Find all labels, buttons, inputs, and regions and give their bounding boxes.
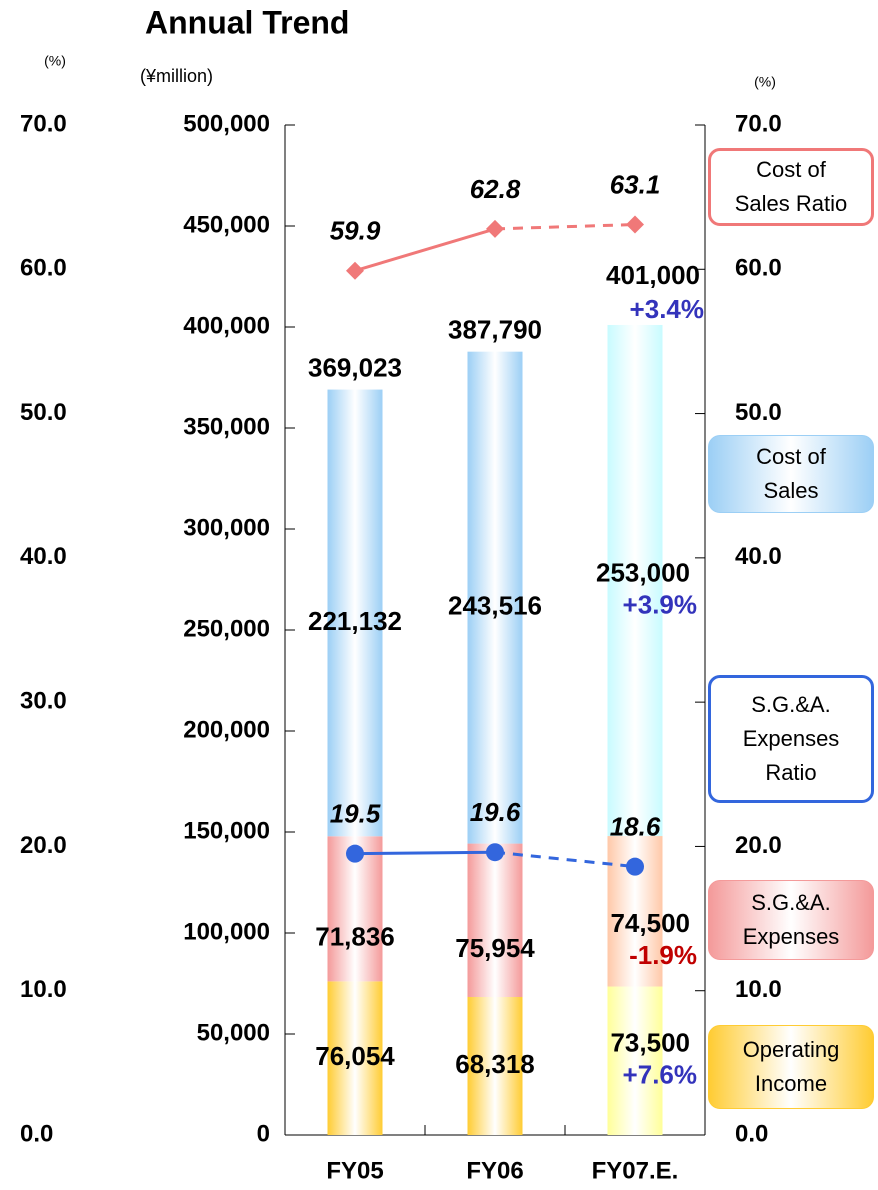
x-tick-label: FY05 xyxy=(326,1157,383,1184)
y-tick-label: 300,000 xyxy=(183,514,270,541)
line-marker xyxy=(486,219,504,238)
ratio-label: 62.8 xyxy=(470,174,521,204)
line-marker xyxy=(486,843,504,862)
y-tick-label: 200,000 xyxy=(183,716,270,743)
y2-tick-label: 40.0 xyxy=(735,543,782,570)
bar-segment xyxy=(607,324,663,837)
y-tick-label: 400,000 xyxy=(183,312,270,339)
legend-entry: S.G.&A. Expenses xyxy=(708,880,874,960)
value-label: 75,954 xyxy=(455,933,535,963)
bar-segment xyxy=(327,981,383,1135)
y-tick-label: 450,000 xyxy=(183,211,270,238)
y-tick-label: 100,000 xyxy=(183,918,270,945)
left-percent-tick-label: 0.0 xyxy=(20,1120,53,1147)
left-percent-tick-label: 60.0 xyxy=(20,255,67,282)
legend-entry: Cost of Sales Ratio xyxy=(708,148,874,226)
left-percent-tick-label: 10.0 xyxy=(20,976,67,1003)
ratio-label: 59.9 xyxy=(330,216,381,246)
value-label: 76,054 xyxy=(315,1041,395,1071)
line-marker xyxy=(346,261,364,280)
left-percent-tick-label: 30.0 xyxy=(20,687,67,714)
y2-tick-label: 70.0 xyxy=(735,110,782,137)
total-change-label: +3.4% xyxy=(630,294,704,324)
y2-tick-label: 20.0 xyxy=(735,832,782,859)
x-tick-label: FY06 xyxy=(466,1157,523,1184)
legend-entry: S.G.&A. Expenses Ratio xyxy=(708,675,874,803)
line-segment xyxy=(354,850,496,856)
value-label: 71,836 xyxy=(315,922,395,952)
total-label: 369,023 xyxy=(308,352,402,382)
bar-segment xyxy=(467,351,523,844)
bar-segment xyxy=(467,843,523,997)
y-tick-label: 500,000 xyxy=(183,110,270,137)
change-label: -1.9% xyxy=(629,940,697,970)
line-marker xyxy=(626,215,644,234)
y2-axis-label: (%) xyxy=(754,74,776,90)
line-marker xyxy=(346,844,364,863)
line-segment xyxy=(494,850,636,869)
y-tick-label: 0 xyxy=(257,1120,270,1147)
value-label: 221,132 xyxy=(308,606,402,636)
ratio-label: 63.1 xyxy=(610,169,661,199)
bar-segment xyxy=(607,986,663,1135)
bar-segment xyxy=(467,996,523,1135)
value-label: 74,500 xyxy=(610,908,690,938)
legend-entry: Operating Income xyxy=(708,1025,874,1109)
value-label: 73,500 xyxy=(610,1028,690,1058)
ratio-label: 18.6 xyxy=(610,812,661,842)
bar-segment xyxy=(327,389,383,837)
y-axis-label: (¥million) xyxy=(140,66,213,86)
value-label: 68,318 xyxy=(455,1049,535,1079)
value-label: 243,516 xyxy=(448,590,542,620)
y-tick-label: 350,000 xyxy=(183,413,270,440)
change-label: +3.9% xyxy=(623,589,697,619)
chart-title: Annual Trend xyxy=(145,4,349,40)
y-tick-label: 250,000 xyxy=(183,615,270,642)
left-percent-tick-label: 70.0 xyxy=(20,110,67,137)
line-marker xyxy=(626,857,644,876)
y2-tick-label: 60.0 xyxy=(735,255,782,282)
total-label: 387,790 xyxy=(448,315,542,345)
left-percent-tick-label: 50.0 xyxy=(20,399,67,426)
y2-tick-label: 10.0 xyxy=(735,976,782,1003)
x-tick-label: FY07.E. xyxy=(592,1157,679,1184)
ratio-label: 19.6 xyxy=(470,797,521,827)
y2-tick-label: 50.0 xyxy=(735,399,782,426)
change-label: +7.6% xyxy=(623,1060,697,1090)
legend-entry: Cost of Sales xyxy=(708,435,874,513)
left-percent-tick-label: 40.0 xyxy=(20,543,67,570)
line-segment xyxy=(354,227,496,273)
line-segment xyxy=(494,223,636,231)
ratio-label: 19.5 xyxy=(330,799,381,829)
value-label: 253,000 xyxy=(596,557,690,587)
left-percent-label: (%) xyxy=(44,53,66,69)
y2-tick-label: 0.0 xyxy=(735,1120,768,1147)
y-tick-label: 50,000 xyxy=(197,1019,270,1046)
left-percent-tick-label: 20.0 xyxy=(20,832,67,859)
y-tick-label: 150,000 xyxy=(183,817,270,844)
total-label: 401,000 xyxy=(606,260,700,290)
